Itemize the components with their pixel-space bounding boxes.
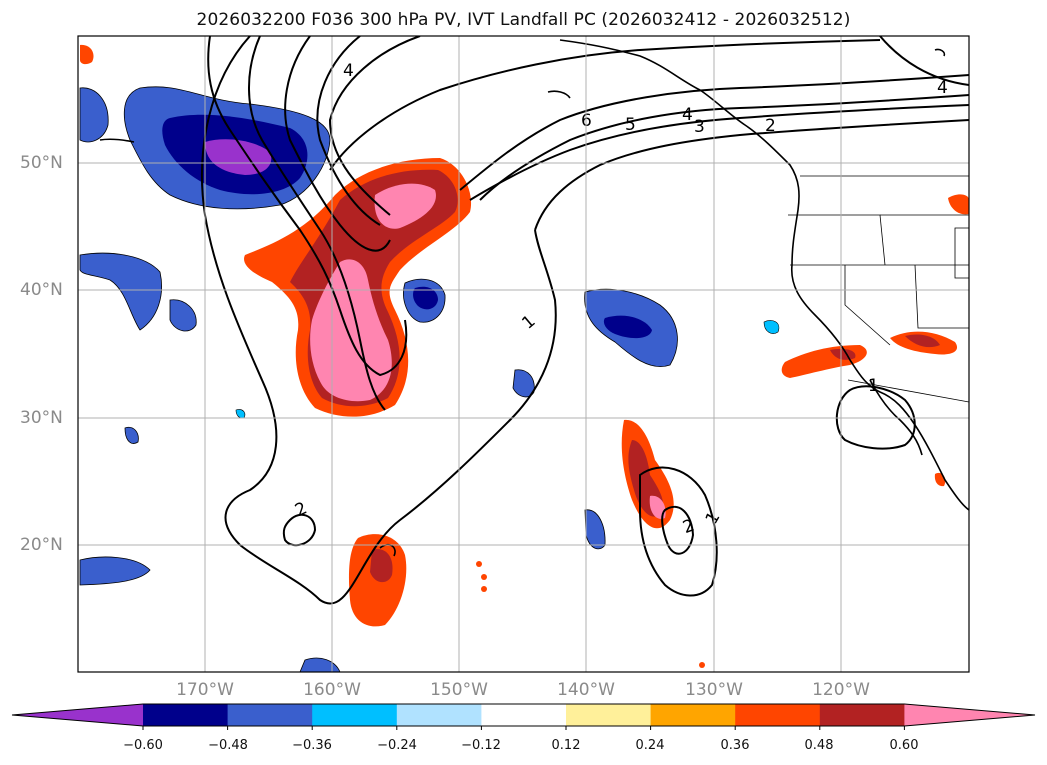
colorbar-segment: [396, 704, 482, 726]
contour-label: 2: [765, 116, 776, 136]
colorbar-extend-max: [904, 704, 1035, 726]
colorbar-tick-label: 0.60: [889, 738, 919, 753]
lon-label: 140°W: [557, 680, 615, 700]
colorbar-tick-label: −0.36: [292, 738, 332, 753]
lon-label: 130°W: [685, 680, 743, 700]
colorbar-tick-label: 0.36: [720, 738, 750, 753]
lon-label: 120°W: [812, 680, 870, 700]
contour-label: 1: [868, 376, 879, 396]
negative-anomaly-west-edge: [79, 87, 109, 143]
colorbar-segment: [566, 704, 652, 726]
map-frame: [77, 35, 970, 673]
colorbar-tick-label: 0.24: [635, 738, 665, 753]
lat-label: 30°N: [20, 408, 63, 428]
colorbar: [11, 703, 1036, 730]
colorbar-segment: [819, 704, 905, 726]
gridlines: [78, 36, 969, 672]
contour-label: 4: [937, 78, 948, 98]
lat-label: 20°N: [20, 535, 63, 555]
colorbar-segment: [735, 704, 821, 726]
colorbar-segment: [143, 704, 229, 726]
colorbar-segment: [481, 704, 567, 726]
colorbar-tick-label: −0.12: [461, 738, 501, 753]
lon-label: 150°W: [430, 680, 488, 700]
contour-label: 5: [625, 115, 636, 135]
colorbar-tick-label: −0.24: [377, 738, 417, 753]
lat-label: 40°N: [20, 280, 63, 300]
negative-anomaly-north-pacific: [123, 86, 331, 210]
colorbar-tick-label: −0.60: [123, 738, 163, 753]
colorbar-segment: [312, 704, 398, 726]
colorbar-segment: [650, 704, 736, 726]
contour-label: 4: [682, 105, 693, 125]
lon-label: 160°W: [303, 680, 361, 700]
colorbar-tick-label: 0.12: [551, 738, 581, 753]
lon-label: 170°W: [176, 680, 234, 700]
negative-anomaly-west-central: [79, 252, 162, 331]
negative-anomaly-southwest: [79, 556, 151, 586]
map-content: 4 6 5 4 3 2 1 2 2 1 1 4: [78, 36, 969, 672]
colorbar-tick-label: −0.48: [208, 738, 248, 753]
contour-label: 3: [694, 117, 705, 137]
lat-label: 50°N: [20, 153, 63, 173]
state-borders: [788, 175, 969, 403]
map-title: 2026032200 F036 300 hPa PV, IVT Landfall…: [196, 10, 851, 30]
colorbar-tick-label: 0.48: [804, 738, 834, 753]
colorbar-extend-min: [12, 704, 143, 726]
contour-label: 4: [343, 61, 354, 81]
colorbar-segment: [227, 704, 313, 726]
